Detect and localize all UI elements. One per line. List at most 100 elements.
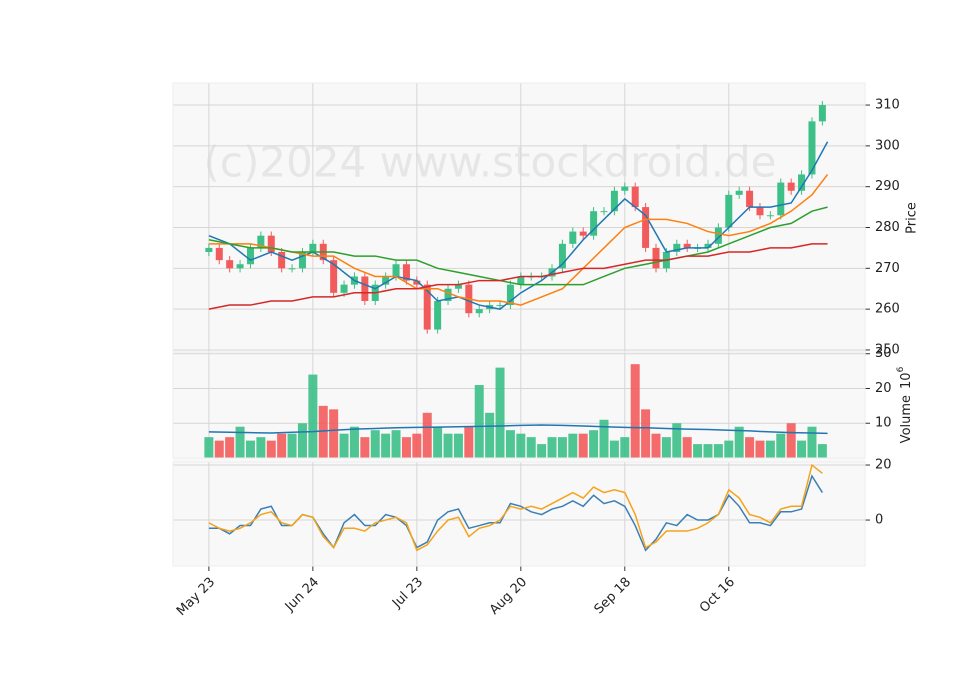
line <box>208 243 828 310</box>
candle-body <box>600 211 608 213</box>
volume-bar <box>807 426 817 458</box>
volume-bar <box>235 426 245 458</box>
volume-bar <box>547 437 557 458</box>
candle-body <box>413 280 421 285</box>
volume-bar <box>214 440 224 458</box>
volume-scale-base: 10 <box>899 372 914 389</box>
candle-body <box>423 284 431 330</box>
candle-body <box>267 235 275 252</box>
volume-bar <box>464 426 474 458</box>
volume-bar <box>318 405 328 458</box>
line <box>208 173 829 306</box>
volume-bar <box>765 440 775 458</box>
volume-bar <box>797 440 807 458</box>
candle-body <box>725 194 733 228</box>
volume-bar <box>734 426 744 458</box>
candle-body <box>444 288 452 301</box>
candle-body <box>309 243 317 252</box>
x-tick-label: Jul 23 <box>389 575 426 612</box>
volume-bar <box>609 440 619 458</box>
volume-bar <box>433 426 443 458</box>
volume-bar <box>401 437 411 458</box>
candle-body <box>298 251 306 269</box>
candle-body <box>226 260 234 269</box>
candle-body <box>590 211 598 236</box>
volume-bar <box>641 409 651 458</box>
candle-body <box>392 264 400 277</box>
candle-body <box>704 243 712 248</box>
candle-body <box>215 247 223 261</box>
y-tick-label: 10 <box>875 416 892 431</box>
candle-body <box>579 231 587 236</box>
candle-body <box>382 276 390 285</box>
candle-body <box>777 182 785 216</box>
watermark: (c)2024 www.stockdroid.de <box>204 138 777 187</box>
volume-bar <box>495 367 505 458</box>
y-tick-label: 250 <box>875 342 900 357</box>
volume-bar <box>620 437 630 458</box>
candle-body <box>361 276 369 301</box>
volume-bar <box>485 412 495 458</box>
candle-body <box>569 231 577 244</box>
volume-axis-label: Volume 106 <box>896 366 914 443</box>
candle-body <box>475 309 483 314</box>
candle-body <box>798 174 806 191</box>
candle-body <box>506 284 514 306</box>
y-tick-label: 290 <box>875 179 900 194</box>
volume-bar <box>724 440 734 458</box>
candle-body <box>756 207 764 216</box>
x-tick-label: Jun 24 <box>282 575 322 615</box>
volume-bar <box>391 430 401 458</box>
volume-bar <box>755 440 765 458</box>
volume-bar <box>297 423 307 458</box>
x-tick-label: Oct 16 <box>697 575 738 616</box>
volume-scale-exponent: 6 <box>896 366 906 372</box>
volume-bar <box>349 426 359 458</box>
volume-bar <box>266 440 276 458</box>
plot-background <box>173 83 865 566</box>
candle-body <box>673 243 681 252</box>
candle-body <box>236 264 244 269</box>
candle-body <box>517 276 525 285</box>
volume-bar <box>599 419 609 458</box>
volume-bar <box>526 437 536 458</box>
candle-body <box>766 215 774 217</box>
candle-body <box>808 121 816 175</box>
volume-bar <box>786 423 796 458</box>
y-tick-label: 280 <box>875 220 900 235</box>
volume-bar <box>256 437 266 458</box>
x-tick-label: Aug 20 <box>487 575 530 618</box>
candle-body <box>496 305 504 307</box>
volume-bar <box>589 430 599 458</box>
volume-bar <box>682 437 692 458</box>
candle-body <box>683 243 691 248</box>
candle-body <box>642 207 650 248</box>
candle-body <box>631 186 639 208</box>
price-axis-label: Price <box>905 202 920 234</box>
volume-bar <box>412 433 422 458</box>
volume-bar <box>360 437 370 458</box>
volume-bar <box>381 433 391 458</box>
y-tick-label: 20 <box>875 458 892 473</box>
volume-bar <box>776 433 786 458</box>
volume-bar <box>672 423 682 458</box>
volume-bar <box>225 437 235 458</box>
volume-bar <box>537 444 547 458</box>
y-tick-label: 260 <box>875 302 900 317</box>
y-tick-label: 0 <box>875 513 883 528</box>
volume-bar <box>339 433 349 458</box>
volume-bar <box>443 433 453 458</box>
candle-body <box>330 260 338 293</box>
y-tick-label: 300 <box>875 138 900 153</box>
volume-bar <box>578 433 588 458</box>
volume-bar <box>703 444 713 458</box>
candle-body <box>340 284 348 293</box>
volume-bar <box>308 374 318 458</box>
panel-frame <box>172 461 866 567</box>
volume-label: Volume <box>899 395 914 443</box>
line <box>208 206 828 286</box>
volume-bar <box>422 412 432 458</box>
candle-body <box>735 190 743 195</box>
candle-body <box>610 190 618 212</box>
